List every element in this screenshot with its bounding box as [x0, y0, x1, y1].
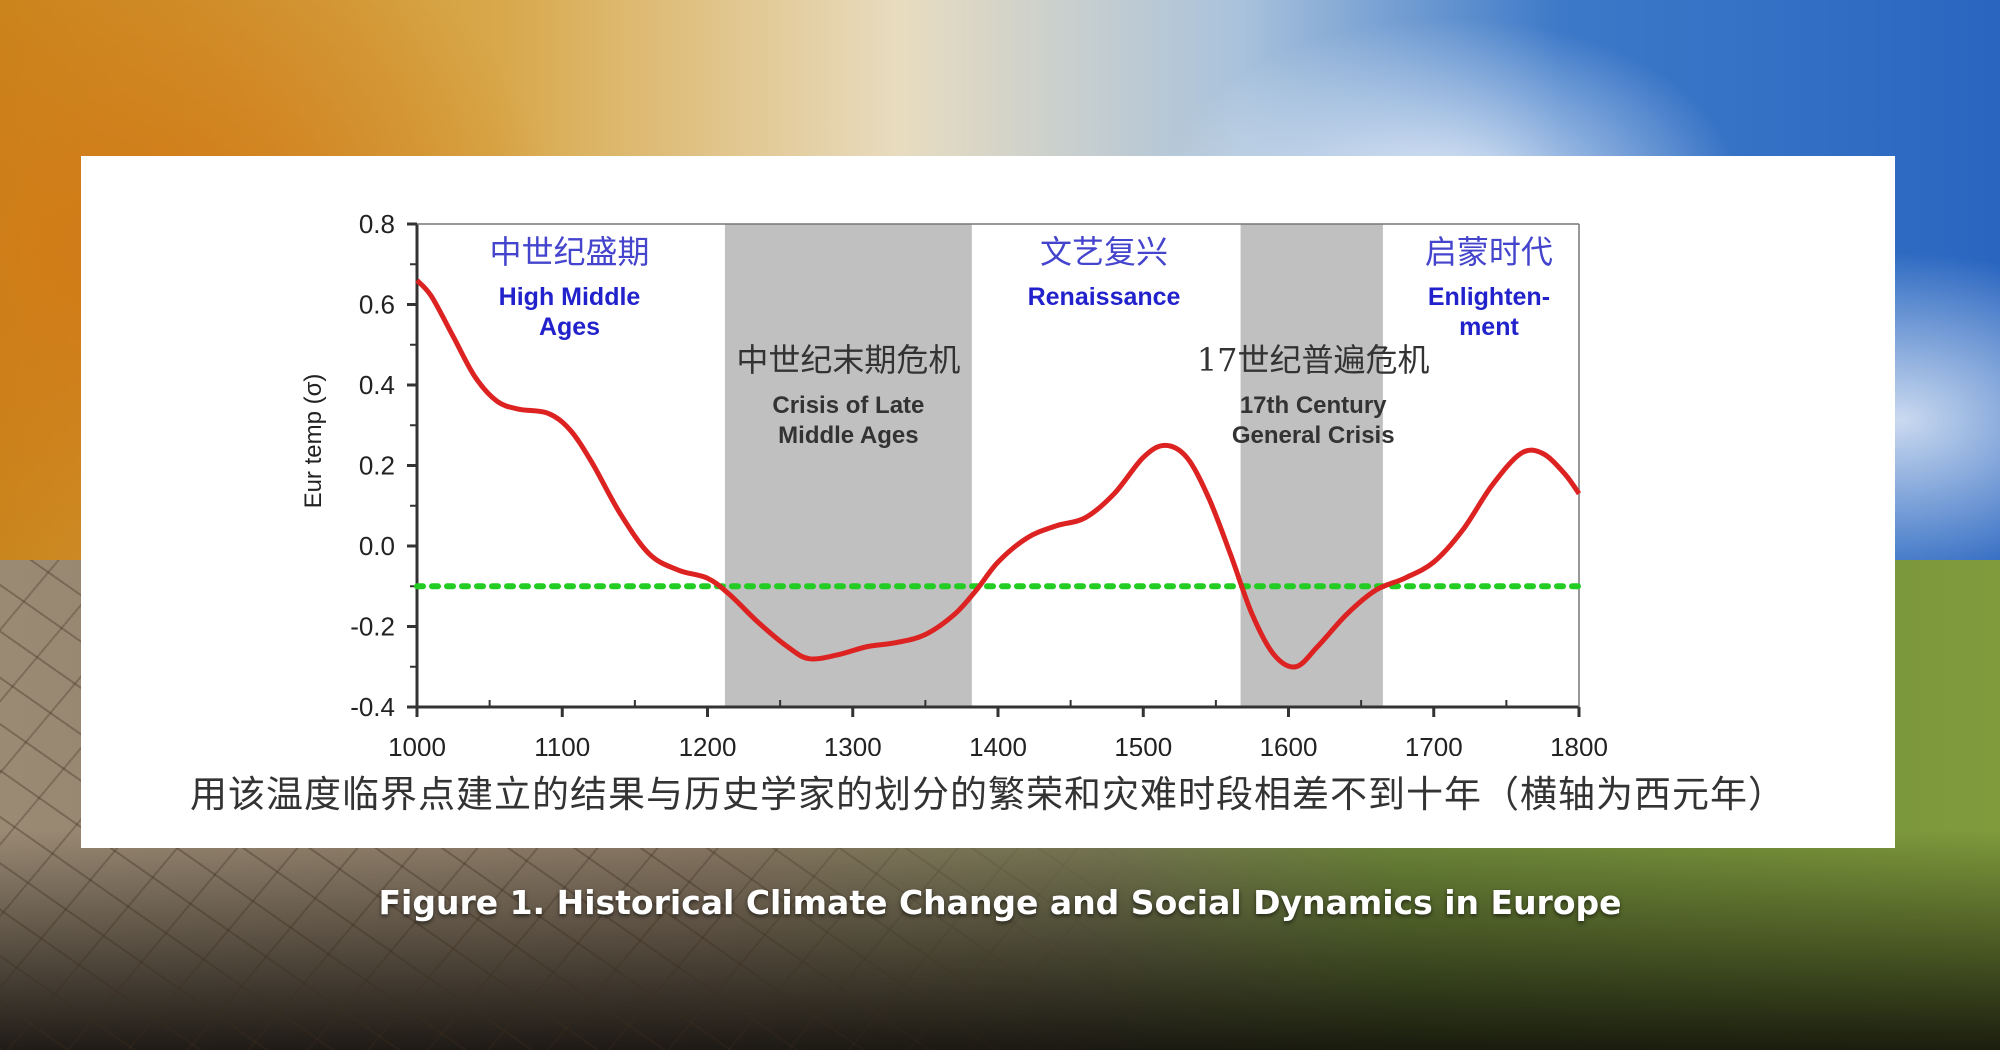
era-label-en-3: ment	[1459, 313, 1519, 341]
era-label-en-5: General Crisis	[1232, 422, 1395, 449]
era-label-en-1: High Middle	[499, 283, 641, 311]
era-label-cn-2: 文艺复兴	[1040, 233, 1168, 271]
y-tick-label: 0.0	[359, 531, 395, 561]
temperature-curve	[415, 278, 1582, 670]
crisis-band-2	[1240, 224, 1383, 707]
y-tick-label: 0.6	[359, 290, 395, 320]
x-tick-label: 1800	[1550, 732, 1608, 756]
y-tick-label: 0.4	[359, 370, 395, 400]
y-tick-label: 0.2	[359, 451, 395, 481]
x-tick-label: 1300	[824, 732, 882, 756]
y-tick-label: -0.4	[350, 692, 395, 722]
climate-chart: 0.8 0.6 0.4 0.2 0.0 -0.2 -0.4 1000 1100 1200 1300 1…	[300, 209, 1608, 756]
x-tick-label: 1700	[1405, 732, 1463, 756]
era-label-en-3: Enlighten-	[1428, 283, 1550, 311]
x-tick-label: 1400	[969, 732, 1027, 756]
x-tick-label: 1100	[534, 732, 590, 756]
era-label-cn-1: 中世纪盛期	[490, 233, 650, 271]
x-tick-label: 1200	[679, 732, 737, 756]
era-label-en-4: Middle Ages	[778, 422, 918, 449]
x-tick-label: 1500	[1114, 732, 1172, 756]
era-label-en-5: 17th Century	[1240, 392, 1387, 419]
era-label-cn-4: 中世纪末期危机	[736, 341, 960, 379]
era-label-en-4: Crisis of Late	[772, 392, 924, 419]
era-label-en-1: Ages	[539, 313, 600, 341]
y-tick-label: -0.2	[350, 612, 395, 642]
figure-title: Figure 1. Historical Climate Change and …	[378, 883, 1622, 922]
era-label-cn-5: 17世纪普遍危机	[1197, 341, 1430, 379]
era-label-en-2: Renaissance	[1028, 283, 1181, 311]
crisis-band-1	[724, 224, 972, 707]
panel-caption: 用该温度临界点建立的结果与历史学家的划分的繁荣和灾难时段相差不到十年（横轴为西元…	[190, 773, 1786, 816]
x-tick-label: 1600	[1260, 732, 1318, 756]
era-label-cn-3: 启蒙时代	[1425, 233, 1553, 271]
x-tick-label: 1000	[388, 732, 446, 756]
y-tick-label: 0.8	[359, 209, 395, 239]
figure-panel: 0.8 0.6 0.4 0.2 0.0 -0.2 -0.4 1000 1100 1200 1300 1…	[81, 156, 1895, 848]
y-axis-label: Eur temp (σ)	[300, 374, 327, 509]
